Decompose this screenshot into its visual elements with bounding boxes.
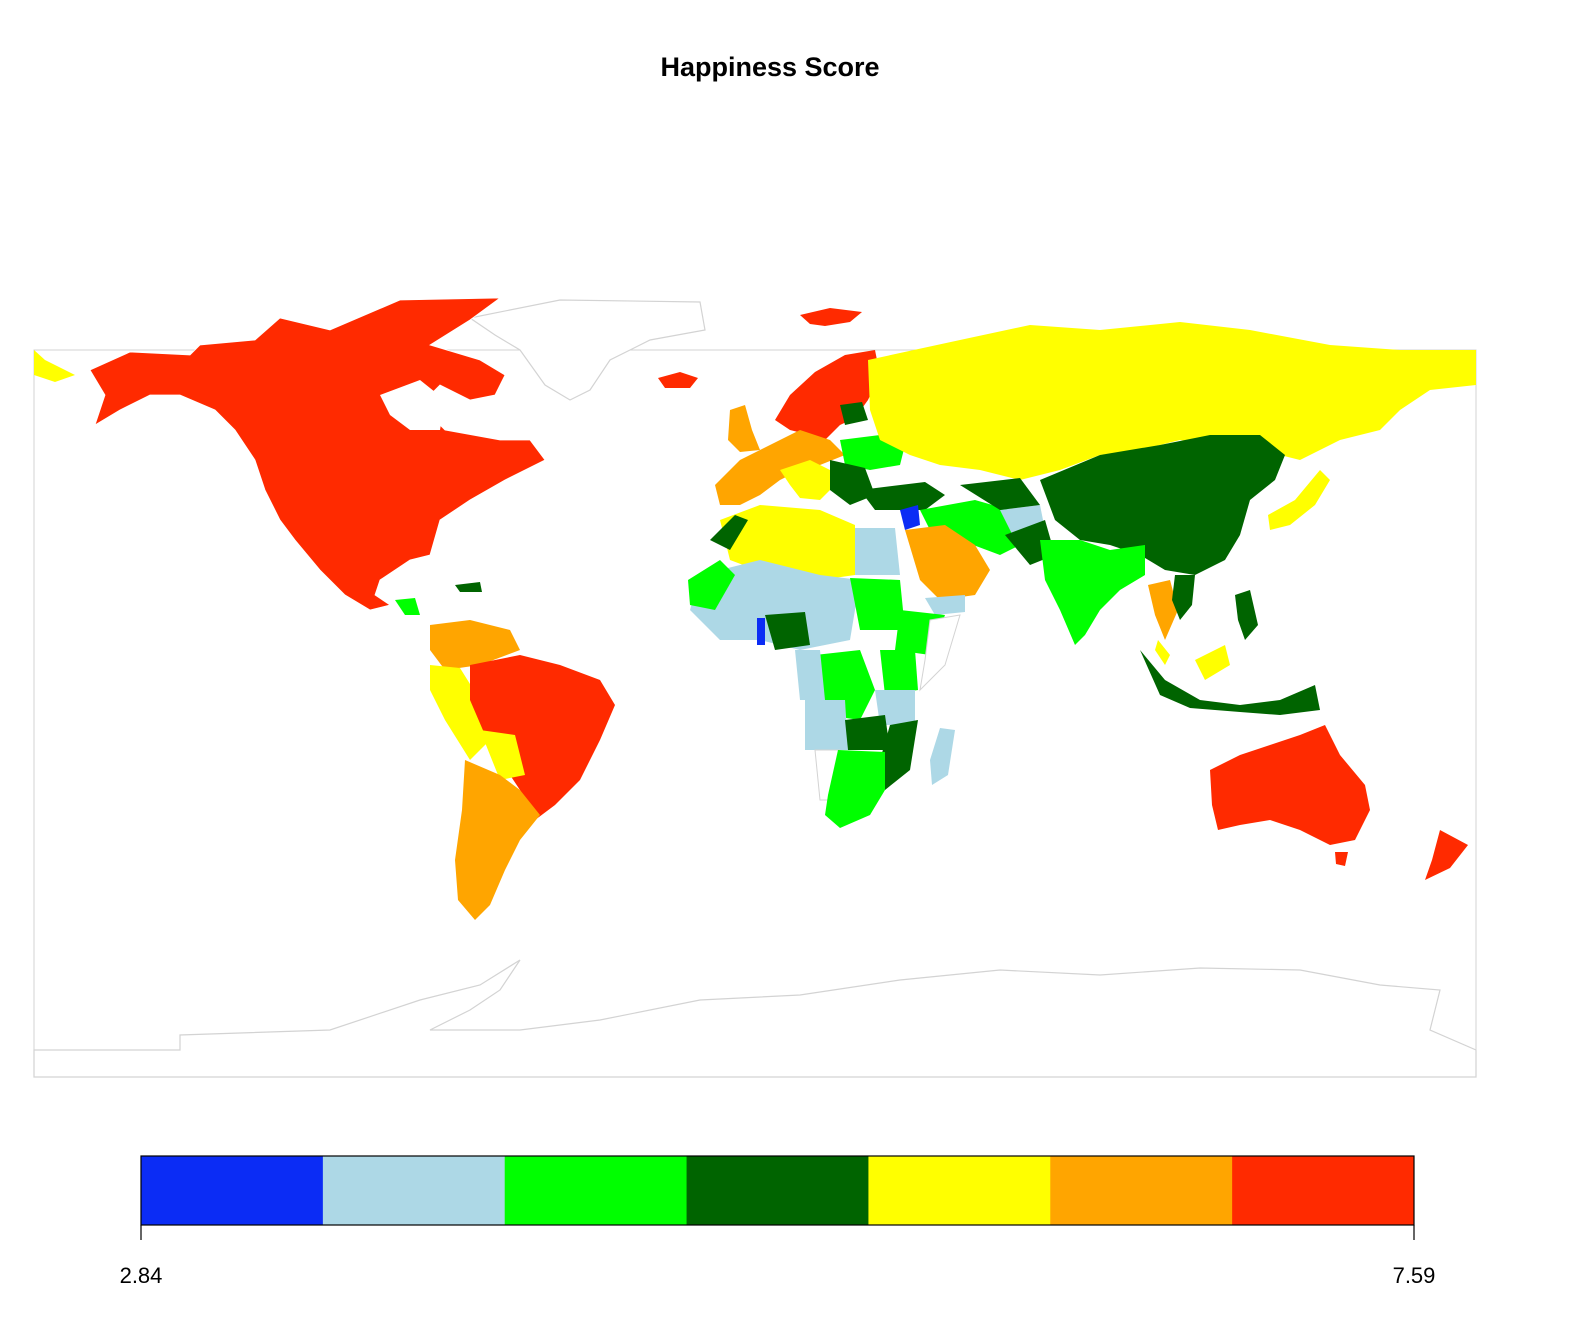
region-central-europe [780,460,840,500]
region-central-america [395,598,420,615]
region-yemen [925,595,965,615]
region-iceland [658,372,698,388]
region-greenland [468,299,706,401]
region-turkey [860,482,945,510]
legend-frame [140,1155,1415,1226]
region-chukotka-west [34,350,75,382]
region-bolivia [480,730,525,780]
region-vietnam [1172,575,1195,620]
region-borneo [1195,645,1230,680]
region-svalbard [800,308,862,326]
region-morocco [710,515,748,550]
region-india [1040,540,1145,645]
region-philippines [1235,590,1258,640]
region-thailand [1148,580,1178,640]
legend-max-label: 7.59 [1393,1263,1436,1288]
region-central-asia [960,478,1040,510]
region-central-africa [795,650,825,700]
region-malaysia [1155,640,1170,665]
region-uk [728,405,760,452]
region-sudan [850,578,905,630]
region-ecuador-peru [430,665,490,760]
region-new-zealand [1425,830,1468,880]
legend-min-label: 2.84 [120,1263,163,1288]
map-title: Happiness Score [660,52,880,82]
region-cuba [455,582,482,592]
legend-bin [1050,1156,1233,1225]
legend-bin [686,1156,869,1225]
region-zambia [845,715,890,750]
legend-bin [1232,1156,1415,1225]
region-brazil [470,655,615,820]
region-russia [868,322,1476,480]
region-nigeria [765,612,810,650]
legend-color-bins [141,1156,1415,1225]
region-saudi-arabia [905,525,990,600]
region-japan [1268,470,1330,530]
legend-bin [322,1156,506,1225]
region-syria [900,505,920,530]
region-horn [919,614,961,692]
region-baltic [840,402,868,425]
region-colombia-venezuela [430,620,520,670]
region-argentina-chile [455,760,540,920]
region-north-africa [720,505,855,580]
legend-bin [504,1156,688,1225]
region-angola [805,700,848,750]
region-australia [1210,725,1370,845]
legend-bin [868,1156,1051,1225]
region-tasmania [1335,852,1348,866]
region-southern-africa [825,750,885,828]
region-north-america [89,297,546,611]
region-hudson-bay [380,380,445,430]
region-east-africa [880,650,918,695]
region-sahel [690,560,860,650]
region-togo [757,618,765,645]
legend-bin [141,1156,324,1225]
region-mozambique [880,720,918,790]
region-egypt [855,528,900,575]
region-madagascar [930,728,955,785]
region-china [1040,435,1285,575]
region-antarctica [33,959,1477,1078]
region-indonesia [1140,650,1320,715]
region-western-europe [715,430,845,505]
region-west-africa-green [688,560,735,610]
